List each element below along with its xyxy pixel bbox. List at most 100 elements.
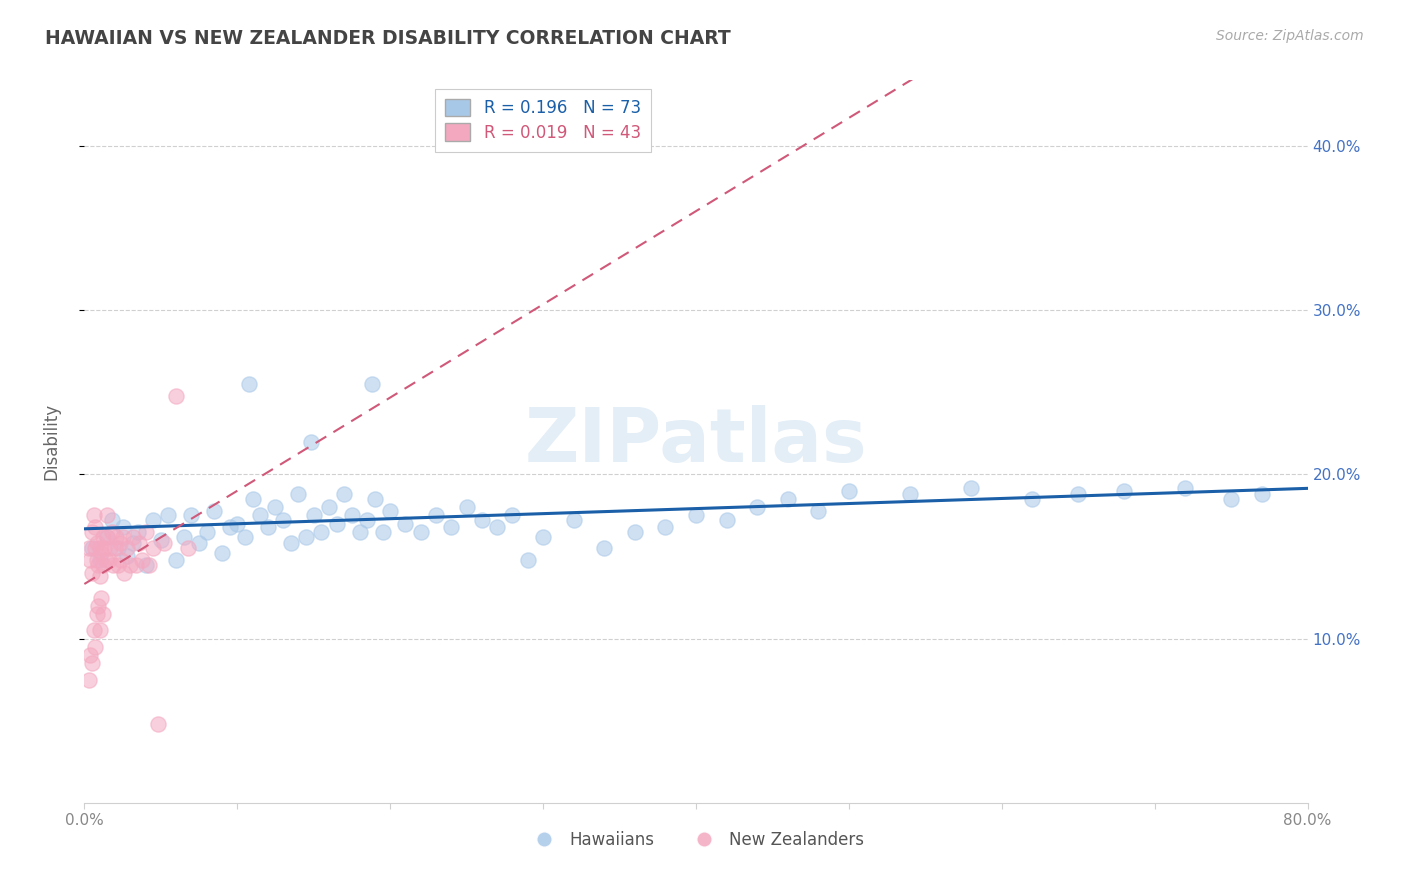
Point: [77, 541, 100, 556]
Point: [125, 558, 148, 572]
Point: [233, 530, 256, 544]
Point: [165, 388, 187, 402]
Text: ZIPatlas: ZIPatlas: [524, 405, 868, 478]
Point: [624, 524, 647, 539]
Point: [135, 524, 157, 539]
Point: [87, 599, 110, 613]
Point: [1021, 491, 1043, 506]
Point: [898, 487, 921, 501]
Point: [1174, 481, 1197, 495]
Point: [409, 524, 432, 539]
Point: [838, 483, 860, 498]
Point: [562, 513, 585, 527]
Point: [202, 503, 225, 517]
Point: [101, 513, 124, 527]
Point: [340, 508, 363, 523]
Point: [486, 520, 509, 534]
Point: [111, 530, 134, 544]
Point: [96, 530, 118, 544]
Point: [295, 530, 318, 544]
Point: [89, 569, 111, 583]
Point: [807, 503, 830, 517]
Point: [287, 487, 309, 501]
Point: [280, 536, 302, 550]
Legend: Hawaiians, New Zealanders: Hawaiians, New Zealanders: [522, 824, 870, 856]
Point: [1220, 491, 1243, 506]
Point: [302, 508, 325, 523]
Point: [96, 530, 118, 544]
Point: [188, 536, 211, 550]
Point: [593, 541, 616, 556]
Point: [79, 553, 101, 567]
Point: [211, 546, 233, 560]
Point: [80, 566, 103, 580]
Point: [716, 513, 738, 527]
Point: [960, 481, 983, 495]
Point: [93, 541, 115, 556]
Point: [97, 553, 120, 567]
Point: [531, 530, 554, 544]
Point: [120, 558, 142, 572]
Point: [138, 558, 160, 572]
Point: [80, 657, 103, 671]
Point: [299, 434, 322, 449]
Point: [502, 508, 524, 523]
Point: [80, 524, 103, 539]
Point: [128, 536, 150, 550]
Point: [135, 558, 157, 572]
Point: [77, 673, 100, 687]
Text: HAWAIIAN VS NEW ZEALANDER DISABILITY CORRELATION CHART: HAWAIIAN VS NEW ZEALANDER DISABILITY COR…: [45, 29, 731, 47]
Point: [165, 553, 187, 567]
Point: [89, 541, 111, 556]
Point: [356, 513, 378, 527]
Point: [318, 500, 340, 515]
Point: [98, 541, 121, 556]
Text: Source: ZipAtlas.com: Source: ZipAtlas.com: [1216, 29, 1364, 43]
Point: [115, 541, 138, 556]
Point: [131, 553, 153, 567]
Point: [115, 549, 138, 564]
Point: [112, 566, 135, 580]
Point: [86, 607, 108, 621]
Point: [89, 553, 111, 567]
Point: [747, 500, 769, 515]
Point: [311, 524, 333, 539]
Point: [90, 591, 112, 605]
Point: [242, 491, 264, 506]
Point: [1114, 483, 1136, 498]
Point: [142, 541, 165, 556]
Point: [107, 541, 129, 556]
Point: [380, 503, 402, 517]
Point: [89, 624, 111, 638]
Point: [96, 508, 118, 523]
Point: [349, 524, 371, 539]
Point: [271, 513, 294, 527]
Point: [471, 513, 494, 527]
Point: [142, 513, 165, 527]
Point: [425, 508, 447, 523]
Point: [1067, 487, 1090, 501]
Point: [333, 487, 356, 501]
Point: [80, 541, 103, 556]
Point: [122, 530, 145, 544]
Point: [325, 516, 347, 531]
Point: [127, 524, 149, 539]
Point: [238, 377, 260, 392]
Point: [146, 717, 169, 731]
Point: [157, 508, 180, 523]
Point: [87, 558, 110, 572]
Point: [101, 524, 124, 539]
Point: [104, 541, 127, 556]
Point: [516, 553, 538, 567]
Point: [371, 524, 394, 539]
Point: [360, 377, 382, 392]
Point: [456, 500, 478, 515]
Point: [226, 516, 249, 531]
Point: [394, 516, 416, 531]
Point: [84, 640, 107, 654]
Point: [218, 520, 240, 534]
Point: [108, 536, 131, 550]
Point: [173, 530, 195, 544]
Point: [195, 524, 218, 539]
Point: [107, 558, 129, 572]
